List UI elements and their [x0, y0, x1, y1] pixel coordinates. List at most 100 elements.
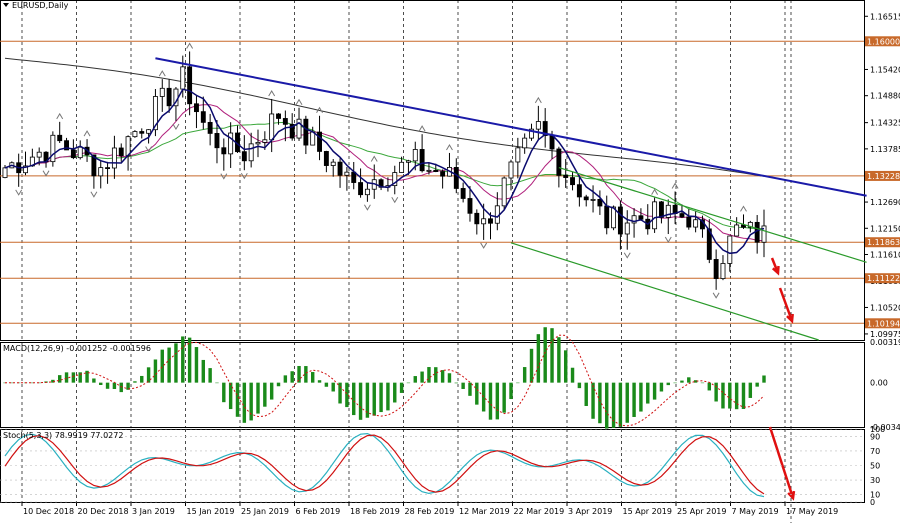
macd-histogram-bar [550, 328, 554, 383]
candle-body [57, 134, 63, 142]
x-tick-label: 6 Feb 2019 [296, 507, 341, 516]
candle-body [686, 216, 692, 228]
candle-body [453, 167, 459, 189]
macd-histogram-bar [126, 382, 130, 390]
candle-body [111, 147, 117, 169]
x-tick-label: 15 Apr 2019 [623, 507, 672, 516]
price-level-tag [865, 36, 900, 47]
macd-histogram-bar [194, 347, 199, 383]
macd-histogram-bar [502, 382, 506, 413]
candle-body [228, 132, 234, 155]
forecast-arrow-1-head [771, 265, 780, 276]
candle-body [713, 259, 719, 279]
fractal-up-marker [370, 155, 378, 162]
candle-body [638, 215, 644, 220]
candle-body [337, 161, 343, 176]
macd-histogram-bar [646, 382, 650, 404]
fractal-down-marker [480, 242, 488, 249]
macd-histogram-bar [140, 375, 144, 383]
candle-body [139, 131, 145, 134]
candle-body [364, 188, 370, 196]
candle-body [77, 146, 83, 159]
candle-body [207, 121, 213, 134]
macd-histogram-bar [160, 349, 164, 383]
macd-histogram-bar [413, 376, 417, 383]
macd-histogram-bar [755, 382, 759, 387]
macd-histogram-bar [762, 375, 766, 383]
candle-body [658, 201, 664, 218]
macd-histogram-bar [235, 382, 240, 417]
chart-menu-icon [3, 3, 9, 7]
price-level-value: 1.13228 [867, 172, 900, 181]
macd-histogram-bar [454, 382, 459, 384]
candle-body [152, 96, 158, 131]
candle-body [501, 177, 507, 207]
macd-histogram-bar [310, 372, 315, 383]
candle-body [98, 167, 104, 177]
descending-trendline [155, 57, 867, 197]
candle-body [563, 174, 569, 178]
channel-lower-line [510, 242, 819, 341]
macd-histogram-bar [358, 382, 363, 420]
price-level-tag [865, 318, 900, 329]
macd-histogram-bar [522, 367, 527, 383]
candle-body [248, 143, 254, 162]
candle-body [344, 171, 350, 176]
macd-histogram-bar [406, 382, 411, 384]
macd-histogram-bar [584, 382, 588, 406]
candle-body [310, 131, 316, 146]
macd-histogram-bar [372, 382, 376, 416]
x-tick-label: 20 Dec 2018 [78, 507, 129, 516]
candle-body [419, 149, 425, 172]
pane-frame-2 [0, 342, 865, 428]
candle-body [631, 215, 637, 224]
candle-body [50, 134, 56, 163]
candle-body [36, 151, 42, 158]
candle-body [734, 224, 740, 237]
pane-frame-3 [0, 429, 865, 503]
stoch-y-tick-label: 90 [870, 432, 880, 441]
price-level-tag [865, 170, 900, 181]
pane-frame-1 [0, 0, 865, 341]
candle-body [166, 87, 172, 107]
macd-histogram-bar [563, 350, 568, 383]
macd-histogram-bar [181, 336, 185, 383]
macd-histogram-bar [187, 337, 192, 383]
x-tick-label: 15 Jan 2019 [187, 507, 235, 516]
candle-body [679, 213, 685, 218]
candle-body [440, 171, 446, 177]
candle-body [535, 121, 541, 130]
candle-body [481, 218, 487, 225]
candle-body [583, 196, 589, 201]
macd-histogram-bar [577, 382, 582, 389]
x-tick-label: 22 Mar 2019 [514, 507, 565, 516]
candle-body [399, 161, 405, 173]
macd-histogram-bar [748, 382, 753, 398]
macd-y-tick-label: 0.003194 [870, 338, 900, 347]
candle-body [392, 172, 398, 187]
y-tick-label: 1.13785 [870, 145, 900, 154]
macd-histogram-bar [420, 371, 424, 383]
fractal-up-marker [83, 130, 91, 137]
macd-histogram-bar [57, 375, 62, 383]
candle-body [118, 147, 124, 157]
y-tick-label: 1.12150 [870, 224, 900, 233]
fractal-up-marker [56, 112, 64, 120]
x-tick-label: 18 Feb 2019 [350, 507, 400, 516]
candle-body [570, 177, 575, 186]
macd-histogram-bar [687, 377, 691, 383]
macd-histogram-bar [440, 370, 445, 383]
stoch-y-tick-label: 50 [870, 462, 880, 471]
candle-body [706, 228, 712, 260]
price-level-value: 1.10194 [867, 319, 900, 328]
macd-histogram-bar [10, 382, 14, 384]
candle-body [576, 184, 582, 198]
candle-body [720, 263, 726, 279]
stoch-main-line [4, 432, 765, 498]
fractal-down-marker [172, 123, 180, 131]
macd-histogram-bar [516, 382, 520, 384]
macd-histogram-bar [208, 368, 212, 383]
candle-body [474, 212, 480, 225]
y-tick-label: 1.09975 [870, 330, 900, 339]
stoch-signal-line [4, 434, 765, 495]
